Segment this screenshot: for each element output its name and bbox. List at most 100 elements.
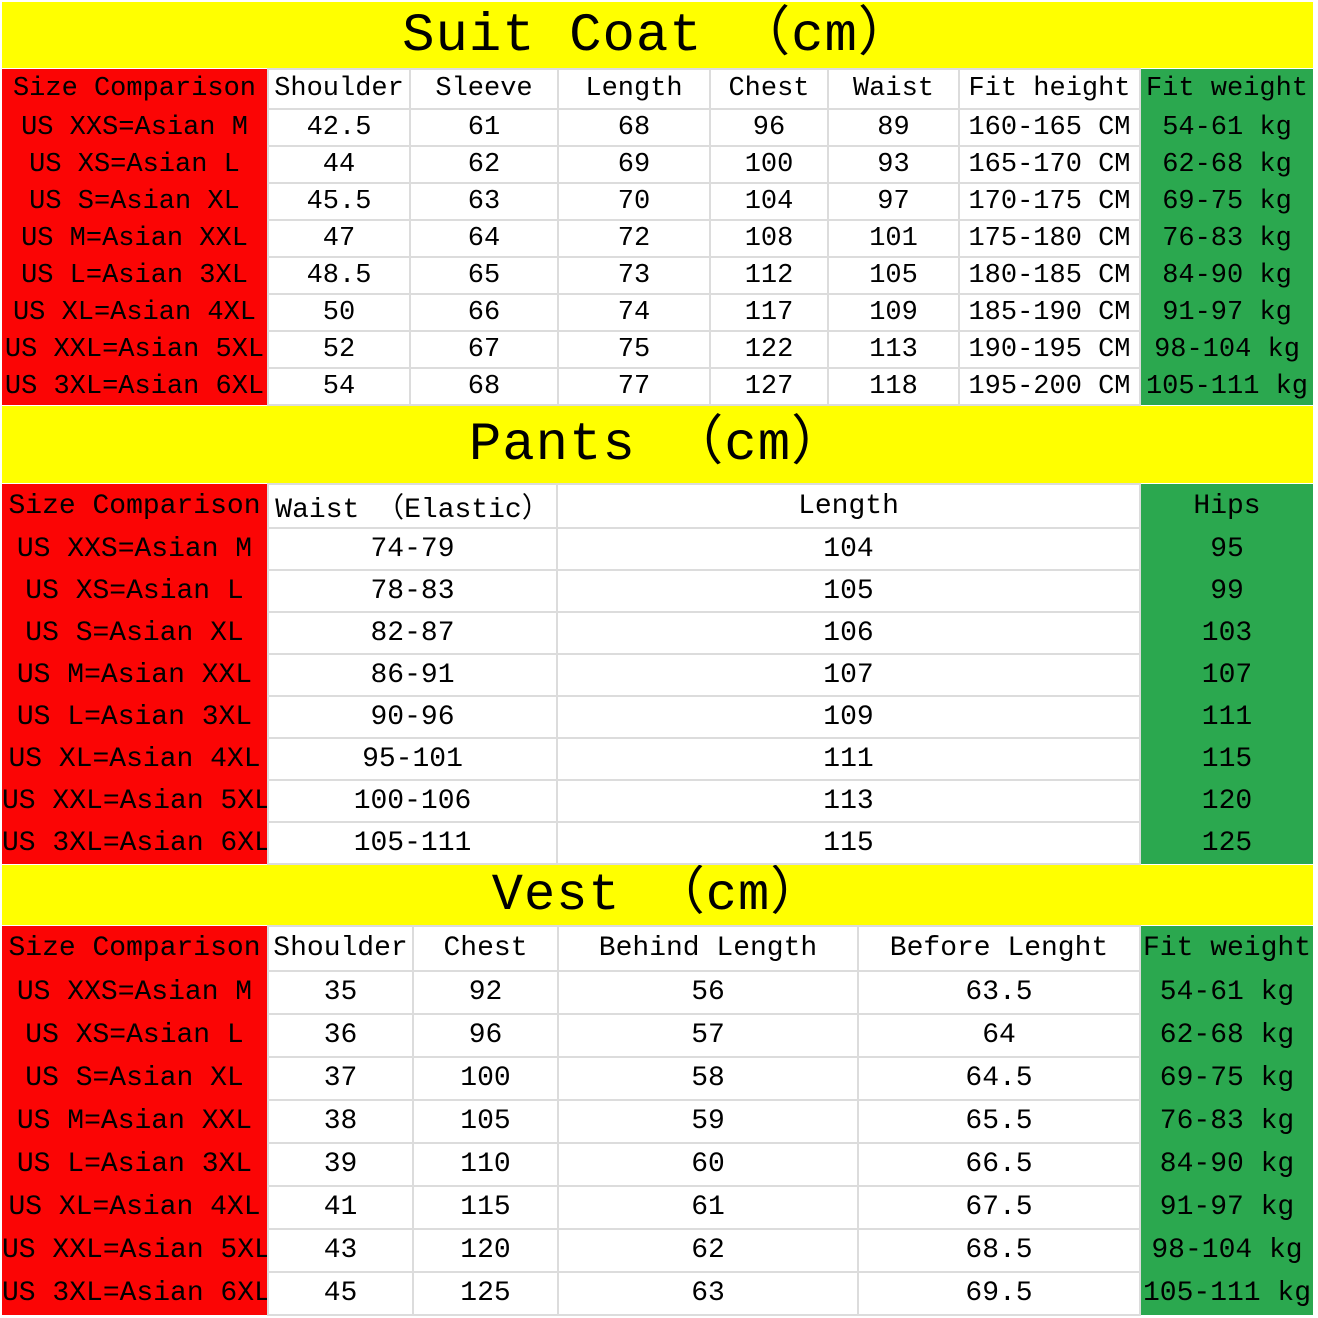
value-cell: 36 xyxy=(267,1013,414,1058)
size-label-cell: US L=Asian 3XL xyxy=(2,257,268,294)
value-cell: 91-97 kg xyxy=(1140,1186,1313,1229)
table-row: US XL=Asian 4XL 41 115 61 67.5 91-97 kg xyxy=(2,1185,1313,1230)
value-cell: 109 xyxy=(827,293,960,332)
value-cell: 62 xyxy=(557,1228,859,1273)
value-cell: 62 xyxy=(409,145,559,184)
table-row: US XS=Asian L 78-83 105 99 xyxy=(2,569,1313,613)
value-cell: 70 xyxy=(557,182,711,221)
size-label-cell: US L=Asian 3XL xyxy=(2,1143,268,1186)
size-label-cell: US 3XL=Asian 6XL xyxy=(2,822,268,864)
pants-section: Pants （cm） Size Comparison Waist （Elastic… xyxy=(2,406,1313,865)
column-header: Hips xyxy=(1140,484,1313,528)
value-cell: 50 xyxy=(267,293,411,332)
value-cell: 69.5 xyxy=(857,1271,1141,1316)
value-cell: 113 xyxy=(827,330,960,369)
size-label-cell: US XXL=Asian 5XL xyxy=(2,780,268,822)
table-row: US 3XL=Asian 6XL 45 125 63 69.5 105-111 kg xyxy=(2,1271,1313,1316)
value-cell: 58 xyxy=(557,1056,859,1101)
value-cell: 76-83 kg xyxy=(1140,220,1313,257)
size-label-cell: US L=Asian 3XL xyxy=(2,696,268,738)
value-cell: 118 xyxy=(827,367,960,406)
size-label-cell: US S=Asian XL xyxy=(2,612,268,654)
size-label-cell: US M=Asian XXL xyxy=(2,220,268,257)
value-cell: 41 xyxy=(267,1185,414,1230)
vest-section: Vest （cm） Size Comparison Shoulder Chest Be… xyxy=(2,865,1313,1316)
value-cell: 93 xyxy=(827,145,960,184)
value-cell: 100 xyxy=(412,1056,559,1101)
value-cell: 105-111 kg xyxy=(1140,368,1313,405)
value-cell: 48.5 xyxy=(267,256,411,295)
suit-coat-section: Suit Coat （cm） Size Comparison Shoulder Sl… xyxy=(2,2,1313,406)
value-cell: 69-75 kg xyxy=(1140,1057,1313,1100)
vest-table: Size Comparison Shoulder Chest Behind Lengt… xyxy=(2,925,1313,1316)
value-cell: 91-97 kg xyxy=(1140,294,1313,331)
value-cell: 59 xyxy=(557,1099,859,1144)
table-row: US XL=Asian 4XL 95-101 111 115 xyxy=(2,737,1313,781)
value-cell: 185-190 CM xyxy=(958,293,1141,332)
value-cell: 109 xyxy=(556,695,1141,739)
value-cell: 190-195 CM xyxy=(958,330,1141,369)
value-cell: 127 xyxy=(709,367,829,406)
header-row: Size Comparison Shoulder Sleeve Length Chest… xyxy=(2,68,1313,110)
value-cell: 113 xyxy=(556,779,1141,823)
suit-coat-title: Suit Coat （cm） xyxy=(2,2,1313,68)
value-cell: 111 xyxy=(1140,696,1313,738)
value-cell: 92 xyxy=(412,970,559,1015)
table-row: US 3XL=Asian 6XL 105-111 115 125 xyxy=(2,821,1313,865)
value-cell: 64.5 xyxy=(857,1056,1141,1101)
table-row: US XXS=Asian M 35 92 56 63.5 54-61 kg xyxy=(2,970,1313,1015)
size-label-cell: US M=Asian XXL xyxy=(2,1100,268,1143)
value-cell: 107 xyxy=(556,653,1141,697)
value-cell: 180-185 CM xyxy=(958,256,1141,295)
column-header: Shoulder xyxy=(267,925,414,972)
value-cell: 73 xyxy=(557,256,711,295)
value-cell: 35 xyxy=(267,970,414,1015)
column-header: Waist xyxy=(827,68,960,110)
size-label-cell: US S=Asian XL xyxy=(2,183,268,220)
value-cell: 98-104 kg xyxy=(1140,331,1313,368)
value-cell: 115 xyxy=(412,1185,559,1230)
size-label-cell: US XXS=Asian M xyxy=(2,971,268,1014)
table-row: US XS=Asian L 44 62 69 100 93 165-170 CM 62-68 … xyxy=(2,145,1313,184)
table-row: US M=Asian XXL 86-91 107 107 xyxy=(2,653,1313,697)
size-label-cell: US XXL=Asian 5XL xyxy=(2,331,268,368)
value-cell: 43 xyxy=(267,1228,414,1273)
column-header: Length xyxy=(556,483,1141,529)
value-cell: 74 xyxy=(557,293,711,332)
vest-title: Vest （cm） xyxy=(2,865,1313,925)
value-cell: 117 xyxy=(709,293,829,332)
suit-coat-table: Size Comparison Shoulder Sleeve Length Chest… xyxy=(2,68,1313,406)
table-row: US M=Asian XXL 38 105 59 65.5 76-83 kg xyxy=(2,1099,1313,1144)
table-row: US XXS=Asian M 74-79 104 95 xyxy=(2,527,1313,571)
value-cell: 57 xyxy=(557,1013,859,1058)
column-header: Waist （Elastic） xyxy=(267,483,558,529)
value-cell: 56 xyxy=(557,970,859,1015)
value-cell: 44 xyxy=(267,145,411,184)
value-cell: 111 xyxy=(556,737,1141,781)
size-label-cell: US XS=Asian L xyxy=(2,570,268,612)
size-label-cell: US M=Asian XXL xyxy=(2,654,268,696)
value-cell: 90-96 xyxy=(267,695,558,739)
value-cell: 97 xyxy=(827,182,960,221)
value-cell: 105 xyxy=(412,1099,559,1144)
value-cell: 76-83 kg xyxy=(1140,1100,1313,1143)
table-row: US M=Asian XXL 47 64 72 108 101 175-180 CM 76-8… xyxy=(2,219,1313,258)
table-row: US L=Asian 3XL 48.5 65 73 112 105 180-185 CM 84… xyxy=(2,256,1313,295)
size-label-cell: US XL=Asian 4XL xyxy=(2,294,268,331)
size-label-cell: US 3XL=Asian 6XL xyxy=(2,368,268,405)
size-label-cell: US XXL=Asian 5XL xyxy=(2,1229,268,1272)
value-cell: 77 xyxy=(557,367,711,406)
column-header: Chest xyxy=(709,68,829,110)
value-cell: 107 xyxy=(1140,654,1313,696)
table-row: US 3XL=Asian 6XL 54 68 77 127 118 195-200 CM 10… xyxy=(2,367,1313,406)
value-cell: 104 xyxy=(556,527,1141,571)
column-header: Behind Length xyxy=(557,925,859,972)
value-cell: 42.5 xyxy=(267,108,411,147)
size-label-cell: US XS=Asian L xyxy=(2,146,268,183)
pants-title: Pants （cm） xyxy=(2,406,1313,483)
value-cell: 125 xyxy=(1140,822,1313,864)
value-cell: 65 xyxy=(409,256,559,295)
value-cell: 84-90 kg xyxy=(1140,257,1313,294)
value-cell: 63 xyxy=(557,1271,859,1316)
